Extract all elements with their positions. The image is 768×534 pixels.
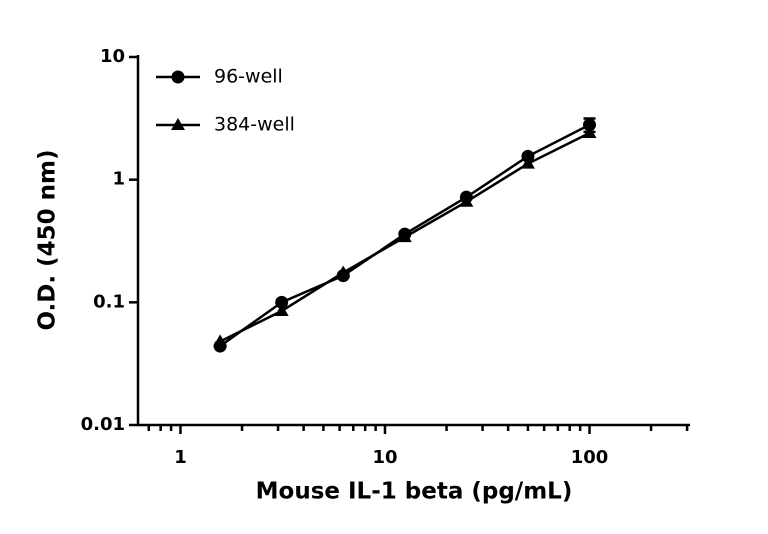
y-tick-label: 10 [100,46,125,67]
x-tick-label: 1 [174,447,187,468]
marker [583,118,597,132]
marker [275,295,289,309]
legend-label: 96-well [214,66,283,88]
x-tick-label: 10 [372,447,397,468]
marker [336,265,351,278]
marker [274,303,289,316]
y-tick-label: 0.01 [81,414,125,435]
marker [171,70,185,84]
marker [520,156,535,169]
x-axis-title: Mouse IL-1 beta (pg/mL) [256,479,573,505]
y-tick-label: 1 [112,169,125,190]
marker [171,118,185,130]
marker [521,149,535,163]
marker [582,126,597,139]
marker [459,194,474,207]
y-axis-title: O.D. (450 nm) [35,149,61,330]
marker [397,230,412,243]
legend-label: 384-well [214,114,295,136]
marker [213,334,228,347]
y-tick-label: 0.1 [93,291,125,312]
x-tick-label: 100 [571,447,609,468]
